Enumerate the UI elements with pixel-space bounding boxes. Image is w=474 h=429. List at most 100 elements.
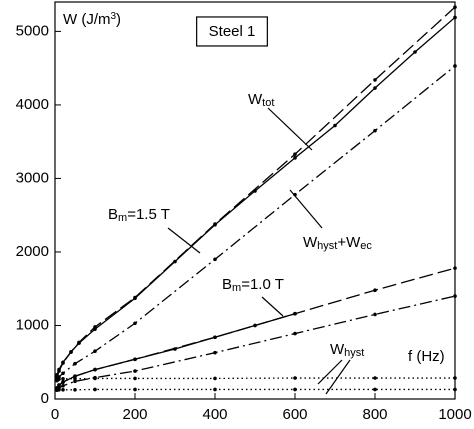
annotation-part: Steel 1	[209, 23, 256, 40]
data-point	[93, 367, 97, 372]
data-point	[57, 377, 61, 381]
data-point	[57, 369, 61, 373]
data-point	[73, 376, 77, 381]
annotation-part: 3	[110, 11, 116, 22]
annotation: Steel 1	[209, 23, 256, 40]
data-point	[61, 361, 65, 365]
x-tick-label: 600	[282, 406, 307, 423]
data-point	[453, 376, 457, 380]
leader-line	[289, 189, 323, 229]
data-point	[57, 383, 61, 387]
annotation-part: =1.0 T	[241, 276, 284, 293]
annotation-part: W	[330, 341, 345, 358]
data-point	[373, 312, 377, 317]
data-point	[293, 311, 297, 316]
series-line	[57, 377, 455, 380]
annotation-part: W	[248, 91, 263, 108]
data-point	[373, 376, 377, 380]
annotation: f (Hz)	[408, 348, 445, 365]
series-line	[56, 16, 456, 375]
annotation-part: B	[108, 206, 118, 223]
annotation: Bm=1.0 T	[222, 276, 284, 294]
data-point	[453, 5, 457, 9]
annotation-part: hyst	[317, 240, 337, 252]
y-tick-label: 5000	[16, 22, 49, 39]
data-point	[293, 156, 297, 160]
data-point	[373, 86, 377, 90]
data-point	[373, 128, 377, 133]
annotation-part: =1.5 T	[127, 206, 170, 223]
data-point	[133, 295, 137, 300]
data-point	[133, 369, 137, 373]
series-line	[56, 65, 456, 381]
data-point	[133, 376, 137, 381]
y-tick-label: 2000	[16, 243, 49, 260]
data-point	[61, 371, 65, 376]
x-tick-label: 400	[202, 406, 227, 423]
series-line	[56, 267, 456, 389]
leader-line	[261, 296, 284, 317]
data-point	[69, 350, 73, 354]
leader-line	[167, 227, 201, 254]
annotation-part: m	[118, 212, 127, 224]
annotation: Whyst+Wec	[303, 234, 372, 252]
x-tick-label: 800	[362, 406, 387, 423]
data-point	[213, 222, 217, 226]
data-point	[133, 321, 137, 326]
annotation-part: +W	[337, 234, 361, 251]
data-point	[77, 340, 81, 345]
data-point	[57, 388, 61, 392]
data-point	[93, 387, 97, 392]
annotation-part: ec	[360, 240, 372, 252]
data-point	[61, 383, 65, 388]
data-point	[373, 288, 377, 292]
annotation-part: B	[222, 276, 232, 293]
data-point	[293, 331, 297, 336]
annotation: Wtot	[248, 91, 274, 109]
annotation-part: tot	[262, 97, 274, 109]
data-point	[133, 387, 137, 392]
annotation-part: hyst	[344, 347, 364, 359]
annotation-part: )	[116, 11, 121, 28]
annotation-part: m	[232, 282, 241, 294]
data-point	[293, 152, 297, 156]
leader-line	[267, 107, 313, 151]
x-tick-label: 0	[51, 406, 59, 423]
series-line	[56, 388, 455, 391]
data-point	[93, 349, 97, 354]
annotation-part: W (J/m	[63, 11, 110, 28]
data-point	[453, 15, 457, 20]
annotation-part: W	[303, 234, 318, 251]
leader-line	[325, 359, 351, 395]
y-tick-label: 0	[41, 390, 49, 407]
y-tick-label: 1000	[16, 316, 49, 333]
data-point	[73, 388, 77, 392]
data-point	[293, 376, 297, 380]
annotation: W (J/m3)	[63, 11, 121, 28]
annotation-box	[196, 16, 268, 47]
data-point	[93, 376, 97, 381]
data-point	[373, 387, 377, 392]
data-point	[213, 335, 217, 340]
data-point	[73, 361, 77, 366]
data-point	[373, 78, 377, 82]
data-point	[213, 257, 217, 262]
data-point	[61, 380, 65, 384]
annotation: Whyst	[330, 341, 364, 359]
data-point	[61, 388, 65, 392]
x-tick-label: 200	[122, 406, 147, 423]
annotation-part: f (Hz)	[408, 348, 445, 365]
annotation: Bm=1.5 T	[108, 206, 170, 224]
data-point	[453, 266, 457, 270]
data-point	[133, 357, 137, 362]
data-point	[93, 325, 97, 329]
y-tick-label: 4000	[16, 96, 49, 113]
data-point	[453, 294, 457, 298]
data-point	[73, 379, 77, 384]
plot-frame	[54, 1, 456, 400]
data-point	[213, 387, 217, 392]
data-point	[213, 376, 217, 381]
data-point	[413, 50, 417, 54]
data-point	[293, 387, 297, 392]
